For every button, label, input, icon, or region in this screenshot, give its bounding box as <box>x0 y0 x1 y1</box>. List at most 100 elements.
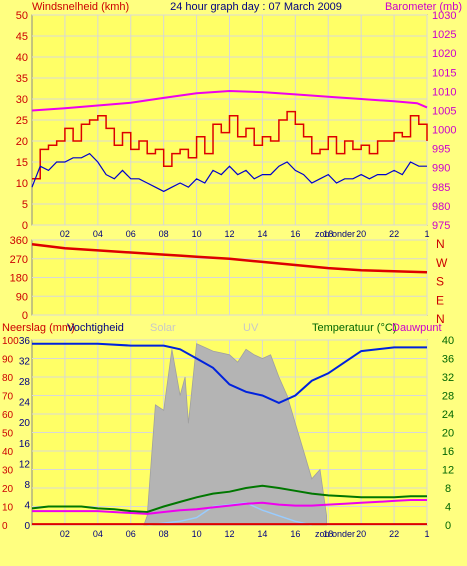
compass-tick-label: N <box>436 237 445 251</box>
labels-layer: 0202040406060808101012121414161618182020… <box>2 10 456 539</box>
x-tick-label: 20 <box>356 229 366 239</box>
x-tick-label: 12 <box>224 229 234 239</box>
x-tick-label: 04 <box>93 529 103 539</box>
x-tick-label: 12 <box>224 529 234 539</box>
barometer-tick-label: 1025 <box>432 29 456 41</box>
x-tick-label: 08 <box>159 229 169 239</box>
temperature-tick-label: 0 <box>445 520 451 532</box>
chart-title: 24 hour graph day : 07 March 2009 <box>170 1 342 13</box>
x-tick-label: 14 <box>257 229 267 239</box>
x-tick-label: 16 <box>290 229 300 239</box>
wind-axis-title: Windsnelheid (kmh) <box>32 1 129 13</box>
x-tick-label: 22 <box>389 529 399 539</box>
barometer-tick-label: 1000 <box>432 125 456 137</box>
barometer-tick-label: 975 <box>432 220 450 232</box>
compass-tick-label: E <box>436 293 444 307</box>
x-tick-label: 14 <box>257 529 267 539</box>
rain-tick-label: 36 <box>19 336 31 347</box>
x-tick-label: 16 <box>290 529 300 539</box>
humidity-tick-label: 100 <box>2 336 19 347</box>
x-tick-label: 04 <box>93 229 103 239</box>
temperature-tick-label: 8 <box>445 483 451 495</box>
humidity-tick-label: 70 <box>2 392 14 403</box>
wind-tick-label: 0 <box>22 220 28 232</box>
x-tick-label: 10 <box>192 229 202 239</box>
humidity-tick-label: 20 <box>2 484 14 495</box>
barometer-tick-label: 1010 <box>432 86 456 98</box>
humidity-tick-label: 50 <box>2 429 14 440</box>
wind-speed-line <box>31 152 427 193</box>
barometer-tick-label: 985 <box>432 182 450 194</box>
x-tick-label: 06 <box>126 229 136 239</box>
x-tick-label: 22 <box>389 229 399 239</box>
direction-tick-label: 0 <box>22 310 28 322</box>
rain-tick-label: 0 <box>24 521 30 532</box>
rain-tick-label: 24 <box>19 398 31 409</box>
temperature-tick-label: 24 <box>442 409 454 421</box>
barometer-tick-label: 1030 <box>432 10 456 22</box>
solar-area <box>143 343 328 526</box>
rain-tick-label: 20 <box>19 418 31 429</box>
wind-tick-label: 40 <box>16 52 28 64</box>
uv-legend-label: UV <box>243 322 259 334</box>
rain-tick-label: 16 <box>19 439 31 450</box>
rain-tick-label: 12 <box>19 459 31 470</box>
wind-tick-label: 20 <box>16 136 28 148</box>
direction-tick-label: 90 <box>16 291 28 303</box>
temperature-tick-label: 40 <box>442 335 454 347</box>
wind-gust-line <box>32 110 428 180</box>
temperature-tick-label: 36 <box>442 354 454 366</box>
rain-tick-label: 28 <box>19 377 31 388</box>
rain-tick-label: 8 <box>24 480 30 491</box>
humidity-tick-label: 30 <box>2 466 14 477</box>
temperature-line <box>31 484 427 514</box>
wind-tick-label: 5 <box>22 199 28 211</box>
direction-tick-label: 180 <box>10 273 28 285</box>
humidity-line <box>32 342 427 404</box>
x-tick-label: 1 <box>424 229 429 239</box>
x-tick-label: 18 <box>323 229 333 239</box>
temperature-tick-label: 4 <box>445 502 451 514</box>
wind-tick-label: 35 <box>16 73 28 85</box>
x-tick-label: 02 <box>60 529 70 539</box>
x-tick-label: 02 <box>60 229 70 239</box>
barometer-tick-label: 995 <box>432 144 450 156</box>
marks-layer <box>31 89 428 526</box>
direction-tick-label: 360 <box>10 235 28 247</box>
x-tick-label: 06 <box>126 529 136 539</box>
rain-tick-label: 32 <box>19 357 31 368</box>
compass-tick-label: N <box>436 312 445 326</box>
wind-tick-label: 50 <box>16 10 28 22</box>
compass-tick-label: S <box>436 275 444 289</box>
x-tick-label: 18 <box>323 529 333 539</box>
humidity-tick-label: 90 <box>2 355 14 366</box>
compass-tick-label: W <box>436 256 448 270</box>
sunset-label: zon onder <box>315 229 355 239</box>
humidity-tick-label: 60 <box>2 410 14 421</box>
barometer-axis-title: Barometer (mb) <box>385 1 462 13</box>
rain-axis-title: Neerslag (mm) <box>2 322 75 334</box>
x-tick-label: 08 <box>159 529 169 539</box>
x-tick-label: 10 <box>192 529 202 539</box>
x-tick-label: 20 <box>356 529 366 539</box>
sunset-label: zon onder <box>315 529 355 539</box>
humidity-tick-label: 80 <box>2 373 14 384</box>
barometer-tick-label: 990 <box>432 163 450 175</box>
solar-legend-label: Solar <box>150 322 176 334</box>
temperature-tick-label: 28 <box>442 391 454 403</box>
wind-direction-line <box>31 242 428 274</box>
wind-tick-label: 10 <box>16 178 28 190</box>
temperature-legend-label: Temperatuur (°C) <box>312 322 396 334</box>
temperature-tick-label: 16 <box>442 446 454 458</box>
wind-tick-label: 45 <box>16 31 28 43</box>
wind-tick-label: 25 <box>16 115 28 127</box>
barometer-tick-label: 980 <box>432 201 450 213</box>
barometer-line <box>31 89 428 112</box>
humidity-legend-label: Vochtigheid <box>67 322 124 334</box>
temperature-tick-label: 32 <box>442 372 454 384</box>
barometer-tick-label: 1020 <box>432 48 456 60</box>
direction-tick-label: 270 <box>10 254 28 266</box>
wind-tick-label: 15 <box>16 157 28 169</box>
